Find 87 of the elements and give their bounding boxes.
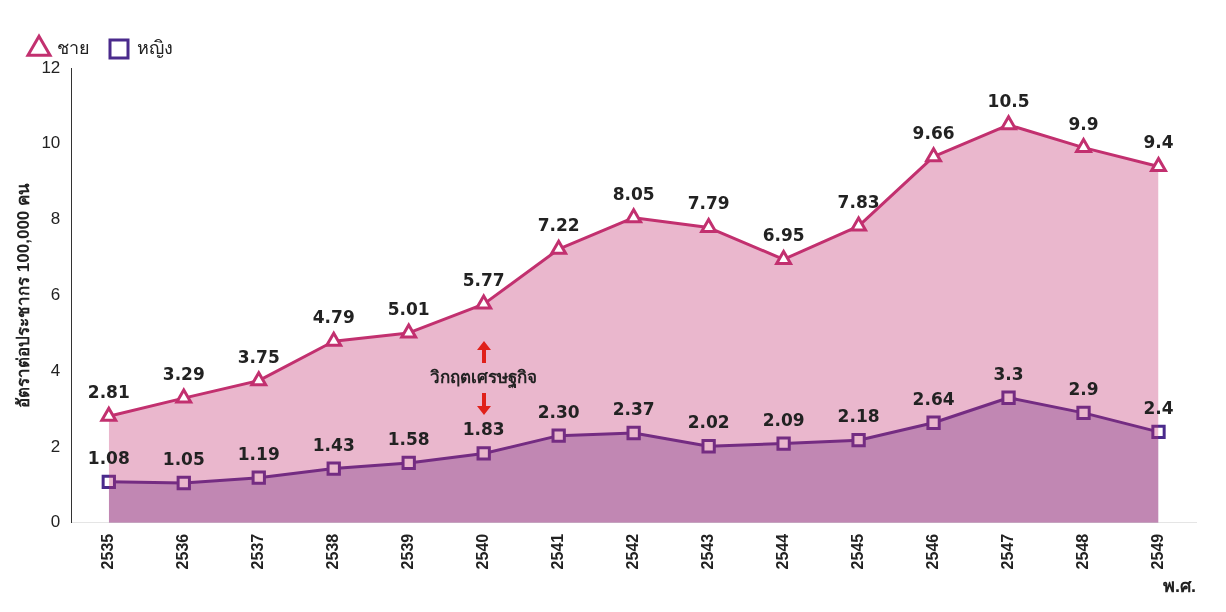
- data-label: 1.05: [162, 448, 205, 469]
- point: [176, 475, 191, 491]
- x-tick-label: 2545: [849, 533, 866, 570]
- data-label: 7.79: [687, 193, 730, 214]
- point: [926, 415, 941, 430]
- point: [1076, 405, 1091, 421]
- point: [1150, 157, 1167, 173]
- point: [1000, 115, 1017, 131]
- point: [101, 474, 116, 490]
- data-label: 2.09: [762, 409, 805, 430]
- data-label: 2.30: [537, 401, 580, 422]
- x-tick-label: 2548: [1073, 533, 1091, 570]
- point: [1075, 138, 1092, 154]
- data-label: 7.22: [537, 215, 580, 236]
- data-label: 2.9: [1068, 378, 1099, 399]
- y-tick-label: 6: [50, 285, 61, 305]
- x-tick-label: 2538: [324, 533, 342, 570]
- data-label: 2.02: [687, 412, 730, 433]
- x-tick-label: 2549: [1148, 533, 1166, 570]
- data-label: 3.3: [993, 363, 1024, 384]
- data-label: 9.9: [1068, 113, 1099, 134]
- point: [551, 428, 566, 443]
- y-tick-label: 10: [41, 133, 61, 153]
- annotation: วิกฤตเศรษฐกิจ: [430, 367, 538, 390]
- x-tick-label: 2543: [699, 533, 717, 570]
- data-label: 5.77: [462, 270, 505, 291]
- data-label: 1.58: [387, 428, 430, 449]
- data-label: 2.4: [1143, 397, 1174, 418]
- point: [1151, 424, 1166, 439]
- y-tick-label: 8: [50, 209, 61, 229]
- point: [626, 425, 641, 441]
- data-label: 3.29: [162, 364, 205, 385]
- x-tick-label: 2537: [249, 533, 267, 570]
- data-label: 9.66: [912, 122, 955, 143]
- data-label: 6.95: [762, 225, 805, 246]
- y-tick-label: 0: [50, 512, 61, 532]
- point: [175, 388, 193, 404]
- point: [701, 439, 716, 454]
- point: [851, 433, 866, 448]
- y-axis-title: อัตราต่อประชากร 100,000 คน: [13, 182, 33, 408]
- data-label: 1.83: [462, 419, 505, 440]
- x-tick-label: 2547: [998, 533, 1016, 570]
- y-tick-label: 4: [50, 360, 61, 380]
- point: [700, 218, 718, 234]
- y-tick-label: 2: [50, 436, 61, 456]
- point: [550, 239, 568, 255]
- x-tick-label: 2544: [774, 533, 792, 570]
- data-label: 3.75: [237, 346, 280, 367]
- x-tick-label: 2540: [474, 533, 492, 570]
- point: [251, 470, 266, 485]
- point: [625, 208, 643, 224]
- point: [1001, 390, 1016, 405]
- x-tick-label: 2541: [549, 533, 567, 570]
- x-tick-label: 2539: [399, 533, 417, 570]
- point: [326, 461, 341, 476]
- x-axis-title: พ.ศ.: [1162, 576, 1196, 597]
- point: [250, 371, 268, 387]
- data-label: 2.64: [912, 388, 955, 409]
- data-label: 8.05: [612, 183, 655, 204]
- point: [776, 436, 791, 451]
- point: [925, 147, 942, 163]
- point: [475, 294, 493, 310]
- data-label: 2.37: [612, 398, 655, 419]
- point: [775, 249, 793, 265]
- data-label: 7.83: [837, 191, 880, 212]
- point: [400, 323, 418, 339]
- y-tick-label: 12: [41, 57, 61, 77]
- data-label: 1.43: [312, 434, 355, 455]
- data-label: 2.81: [87, 382, 130, 403]
- data-label: 10.5: [987, 90, 1030, 111]
- point: [850, 216, 868, 232]
- data-label: 1.19: [237, 443, 280, 464]
- legend-label: ชาย: [57, 37, 90, 58]
- x-tick-label: 2536: [174, 533, 192, 570]
- data-label: 5.01: [387, 298, 430, 319]
- point: [476, 446, 491, 461]
- data-label: 1.08: [87, 447, 130, 468]
- data-label: 4.79: [312, 307, 355, 328]
- x-tick-label: 2542: [624, 533, 642, 570]
- data-label: 2.18: [837, 406, 880, 427]
- x-tick-label: 2546: [923, 533, 941, 570]
- point: [100, 406, 118, 422]
- legend-label: หญิง: [137, 37, 173, 58]
- data-label: 9.4: [1143, 132, 1174, 153]
- x-tick-label: 2535: [99, 533, 117, 570]
- point: [401, 455, 416, 471]
- point: [325, 331, 343, 347]
